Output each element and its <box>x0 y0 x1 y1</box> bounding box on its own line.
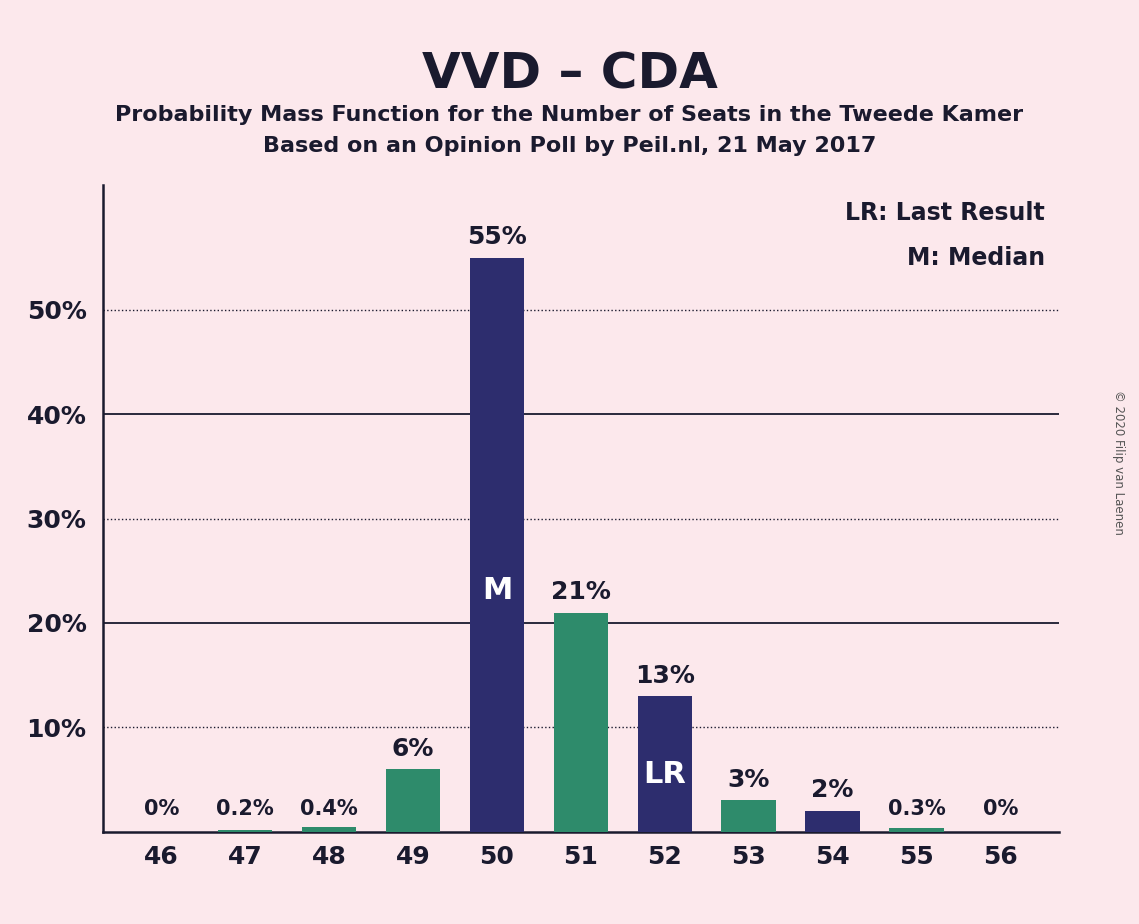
Bar <box>805 810 860 832</box>
Text: 0.3%: 0.3% <box>887 799 945 819</box>
Bar <box>890 829 944 832</box>
Bar <box>469 258 524 832</box>
Text: VVD – CDA: VVD – CDA <box>421 51 718 99</box>
Text: 55%: 55% <box>467 225 527 249</box>
Text: Based on an Opinion Poll by Peil.nl, 21 May 2017: Based on an Opinion Poll by Peil.nl, 21 … <box>263 136 876 156</box>
Text: 0%: 0% <box>144 799 179 819</box>
Text: © 2020 Filip van Laenen: © 2020 Filip van Laenen <box>1112 390 1125 534</box>
Bar <box>218 830 272 832</box>
Bar <box>386 769 441 832</box>
Text: 2%: 2% <box>811 778 854 802</box>
Text: 6%: 6% <box>392 736 434 760</box>
Text: 3%: 3% <box>728 768 770 792</box>
Text: LR: LR <box>644 760 687 789</box>
Bar <box>638 696 693 832</box>
Bar <box>302 827 357 832</box>
Text: 0.2%: 0.2% <box>216 799 274 819</box>
Text: M: Median: M: Median <box>907 246 1044 270</box>
Text: 0%: 0% <box>983 799 1018 819</box>
Text: M: M <box>482 577 513 605</box>
Text: 21%: 21% <box>551 580 611 604</box>
Text: 0.4%: 0.4% <box>301 799 358 819</box>
Text: 13%: 13% <box>634 663 695 687</box>
Bar <box>721 800 776 832</box>
Text: LR: Last Result: LR: Last Result <box>845 201 1044 225</box>
Bar <box>554 613 608 832</box>
Text: Probability Mass Function for the Number of Seats in the Tweede Kamer: Probability Mass Function for the Number… <box>115 105 1024 126</box>
